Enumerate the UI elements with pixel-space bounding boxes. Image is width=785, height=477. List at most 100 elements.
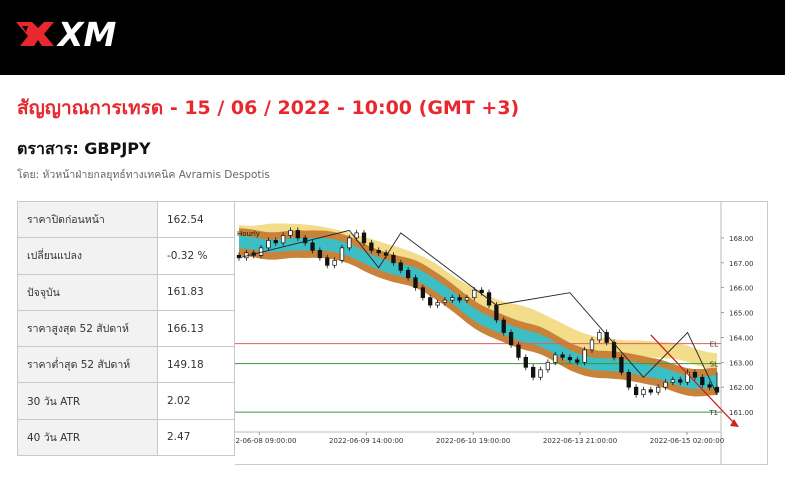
candle-body xyxy=(567,356,573,361)
candle-body xyxy=(501,319,506,333)
candle-body xyxy=(295,230,300,239)
candle-body xyxy=(413,277,418,289)
timeframe-label: Hourly xyxy=(237,230,260,238)
stats-table: ราคาปิดก่อนหน้า 162.54 เปลี่ยนแปลง -0.32… xyxy=(17,200,235,457)
y-tick-label: 166.00 xyxy=(729,285,754,293)
candle-body xyxy=(398,262,403,271)
candle-body xyxy=(545,361,551,371)
page-title: สัญญาณการเทรด - 15 / 06 / 2022 - 10:00 (… xyxy=(17,97,520,119)
stats-label: ราคาสูงสุด 52 สัปดาห์ xyxy=(17,309,158,348)
stats-label: ปัจจุบัน xyxy=(17,273,158,311)
stats-row-52w-low: ราคาต่ำสุด 52 สัปดาห์ 149.18 xyxy=(17,346,235,384)
candle-body xyxy=(663,381,668,388)
candle-body xyxy=(575,359,580,363)
candle-body xyxy=(553,354,558,363)
candle-body xyxy=(508,332,514,346)
candle-body xyxy=(317,249,323,259)
candle-body xyxy=(479,289,484,294)
candle-body xyxy=(516,344,521,358)
candle-body xyxy=(486,292,492,306)
stats-row-current: ปัจจุบัน 161.83 xyxy=(17,273,235,311)
candle-body xyxy=(523,356,528,368)
candle-body xyxy=(435,302,440,306)
instrument-heading: ตราสาร: GBPJPY xyxy=(17,139,151,158)
ma-band-yellow xyxy=(239,223,717,370)
candle-body xyxy=(236,254,242,259)
level-label-sl: SL xyxy=(710,361,718,369)
candle-body xyxy=(656,386,661,393)
candle-body xyxy=(464,297,470,301)
stats-label: ราคาต่ำสุด 52 สัปดาห์ xyxy=(17,346,158,384)
candle-body xyxy=(325,257,330,266)
candle-body xyxy=(494,304,499,321)
x-tick-label: 2022-06-15 02:00:00 xyxy=(650,437,724,445)
stats-label: 30 วัน ATR xyxy=(17,382,158,420)
x-tick-label: 2022-06-10 19:00:00 xyxy=(436,437,510,445)
level-label-t1: T1 xyxy=(708,409,718,417)
x-tick-label: 2022-06-09 14:00:00 xyxy=(329,437,403,445)
y-tick-label: 165.00 xyxy=(729,310,754,318)
projection-arrow-line xyxy=(650,334,736,425)
candle-body xyxy=(700,376,705,386)
stats-value: 2.02 xyxy=(157,382,235,420)
candle-body xyxy=(376,249,381,254)
candle-body xyxy=(626,371,631,388)
candle-body xyxy=(560,354,565,358)
candle-body xyxy=(361,232,367,244)
candle-body xyxy=(648,389,653,393)
y-tick-label: 163.00 xyxy=(729,359,754,367)
zigzag-pattern-line xyxy=(238,229,718,395)
candle-body xyxy=(391,254,396,264)
candle-body xyxy=(692,371,698,378)
stats-value: -0.32 % xyxy=(157,237,235,275)
stats-label: ราคาปิดก่อนหน้า xyxy=(17,200,158,239)
stats-value: 166.13 xyxy=(157,309,235,348)
candle-body xyxy=(589,339,595,351)
candle-body xyxy=(266,240,271,249)
stats-row-change: เปลี่ยนแปลง -0.32 % xyxy=(17,237,235,275)
author-byline: โดย: หัวหน้าฝ่ายกลยุทธ์ทางเทคนิค Avramis… xyxy=(17,169,270,181)
candle-body xyxy=(611,342,617,358)
stats-value: 161.83 xyxy=(157,273,235,311)
candle-body xyxy=(472,289,477,298)
candle-body xyxy=(280,235,286,244)
stats-row-prev-close: ราคาปิดก่อนหน้า 162.54 xyxy=(17,200,235,239)
candle-body xyxy=(531,366,536,378)
price-chart: EL SL T1 161.00 162.00 163.00 164.00 165.00 166.… xyxy=(235,201,768,465)
stats-value: 162.54 xyxy=(157,200,235,239)
stats-row-atr40: 40 วัน ATR 2.47 xyxy=(17,418,235,457)
x-tick-label: 2022-06-13 21:00:00 xyxy=(543,437,617,445)
candle-body xyxy=(641,389,646,396)
candle-body xyxy=(339,247,345,261)
level-label-el: EL xyxy=(710,341,718,349)
candle-body xyxy=(670,379,676,383)
candle-body xyxy=(420,287,425,298)
candle-body xyxy=(354,232,359,239)
stats-value: 2.47 xyxy=(157,418,235,457)
y-tick-label: 161.00 xyxy=(729,409,754,417)
candle-body xyxy=(538,369,543,378)
xm-logo[interactable]: XM xyxy=(14,16,132,50)
candle-body xyxy=(442,299,448,303)
candle-body xyxy=(405,269,411,279)
candle-body xyxy=(685,371,690,383)
ma-band-inner xyxy=(239,235,717,389)
y-tick-label: 168.00 xyxy=(729,235,754,243)
candle-body xyxy=(582,349,587,363)
candle-body xyxy=(347,237,352,249)
candle-body xyxy=(678,379,683,383)
candle-body xyxy=(450,297,455,301)
y-tick-label: 162.00 xyxy=(729,384,754,392)
stats-label: เปลี่ยนแปลง xyxy=(17,237,158,275)
stats-row-52w-high: ราคาสูงสุด 52 สัปดาห์ 166.13 xyxy=(17,309,235,348)
candle-body xyxy=(288,230,293,236)
stats-label: 40 วัน ATR xyxy=(17,418,158,457)
projection-arrowhead xyxy=(730,419,739,428)
stats-row-atr30: 30 วัน ATR 2.02 xyxy=(17,382,235,420)
y-tick-label: 167.00 xyxy=(729,260,754,268)
candle-body xyxy=(619,356,624,373)
y-tick-label: 164.00 xyxy=(729,334,754,342)
stats-value: 149.18 xyxy=(157,346,235,384)
candle-body xyxy=(428,297,433,306)
candle-body xyxy=(273,240,278,244)
